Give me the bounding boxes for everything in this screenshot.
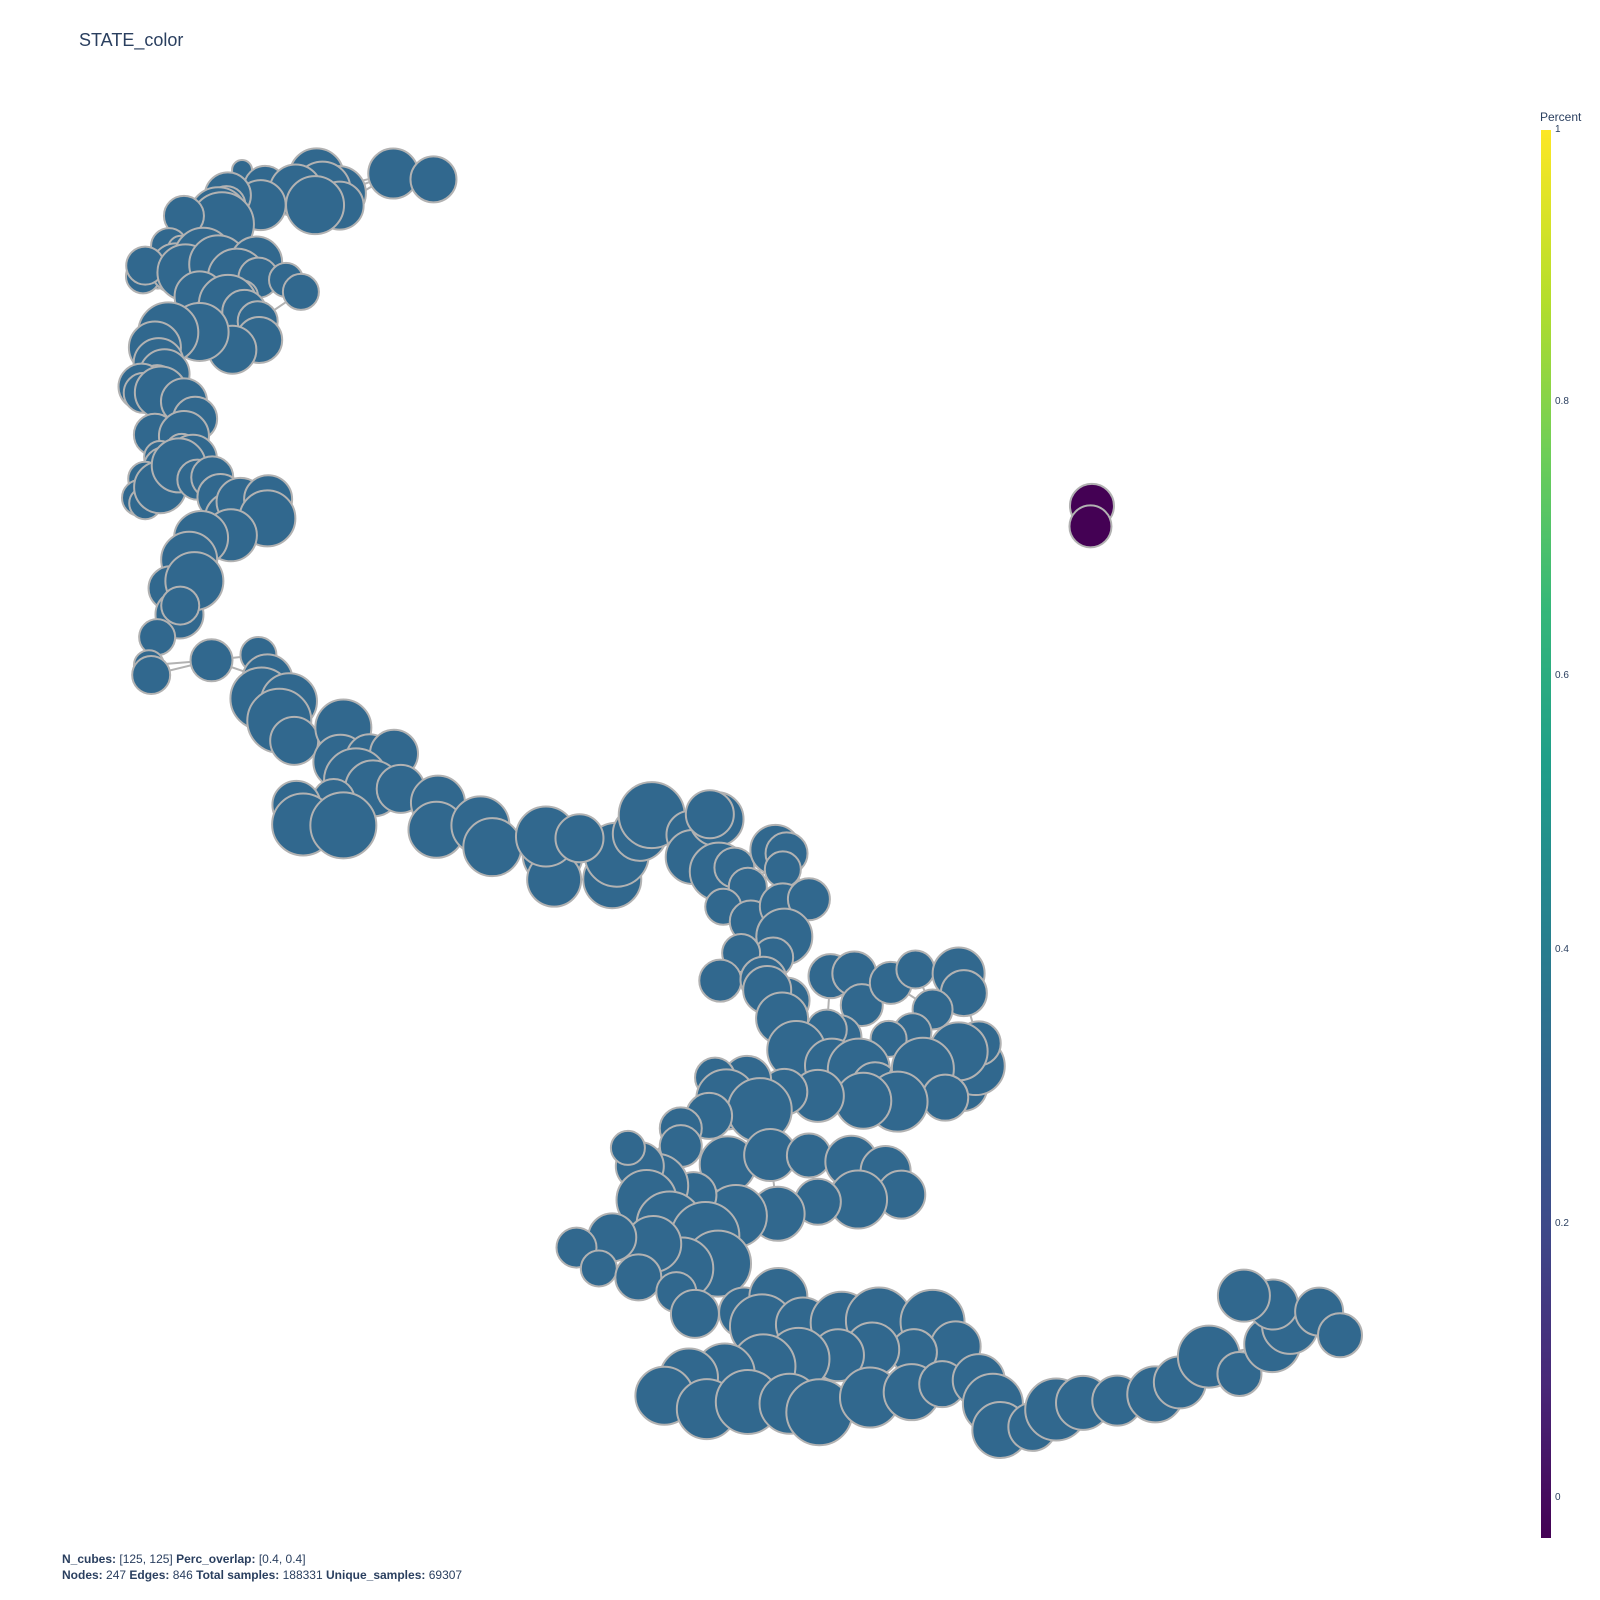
graph-node[interactable] (309, 791, 378, 860)
graph-node[interactable] (554, 813, 605, 864)
footer-key: Nodes: (62, 1568, 103, 1582)
graph-node[interactable] (160, 585, 201, 626)
graph-node[interactable] (281, 272, 320, 311)
graph-node[interactable] (698, 958, 743, 1003)
footer-line-2: Nodes: 247 Edges: 846 Total samples: 188… (62, 1568, 462, 1582)
colorbar-title: Percent (1540, 110, 1582, 124)
colorbar-tick: 0.8 (1555, 396, 1569, 407)
graph-node[interactable] (669, 1288, 720, 1339)
graph-node[interactable] (285, 175, 346, 236)
footer-value: 846 (172, 1568, 193, 1582)
footer-key: Total samples: (196, 1568, 280, 1582)
graph-node[interactable] (921, 1073, 970, 1122)
footer-value: [125, 125] (119, 1552, 173, 1566)
graph-node[interactable] (609, 1129, 646, 1166)
graph-node[interactable] (462, 817, 523, 878)
graph-node[interactable] (189, 638, 234, 683)
graph-node[interactable] (895, 949, 936, 990)
footer-value: 188331 (282, 1568, 323, 1582)
graph-node[interactable] (269, 715, 320, 766)
graph-node[interactable] (1216, 1268, 1271, 1323)
colorbar-tick: 0 (1555, 1492, 1561, 1503)
node-layer (117, 147, 1363, 1459)
graph-node[interactable] (579, 1249, 618, 1288)
footer-key: Unique_samples: (326, 1568, 426, 1582)
colorbar (1541, 130, 1551, 1538)
footer-key: Edges: (129, 1568, 170, 1582)
graph-node[interactable] (1068, 504, 1113, 549)
footer-value: 247 (106, 1568, 127, 1582)
graph-node[interactable] (138, 618, 177, 657)
graph-node[interactable] (409, 155, 458, 204)
graph-node[interactable] (785, 1132, 832, 1179)
colorbar-tick: 0.4 (1555, 944, 1569, 955)
graph-node[interactable] (1317, 1312, 1363, 1359)
graph-node[interactable] (684, 789, 735, 840)
footer-value: 69307 (428, 1568, 463, 1582)
graph-node[interactable] (614, 1253, 663, 1302)
colorbar-tick: 0.6 (1555, 670, 1569, 681)
graph-node[interactable] (131, 654, 172, 695)
footer-line-1: N_cubes: [125, 125] Perc_overlap: [0.4, … (62, 1552, 306, 1566)
colorbar-tick: 1 (1555, 124, 1561, 135)
graph-node[interactable] (786, 877, 831, 922)
chart-title: STATE_color (79, 30, 184, 50)
footer-key: N_cubes: (62, 1552, 117, 1566)
footer-value: [0.4, 0.4] (258, 1552, 306, 1566)
footer-key: Perc_overlap: (176, 1552, 256, 1566)
colorbar-tick: 0.2 (1555, 1218, 1569, 1229)
